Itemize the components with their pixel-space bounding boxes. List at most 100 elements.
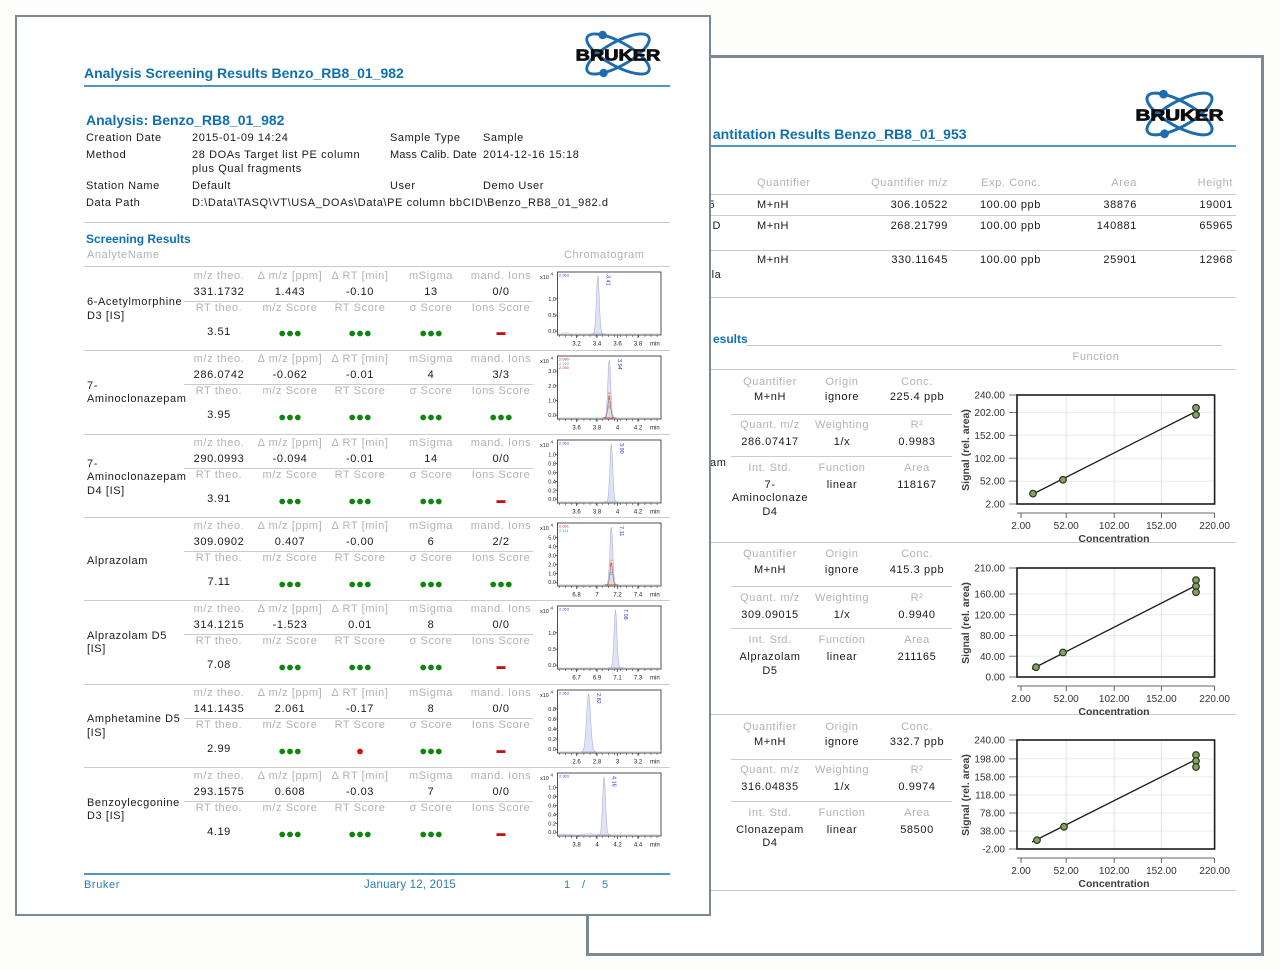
svg-text:118.00: 118.00 [975, 791, 1005, 802]
svg-text:BRUKER: BRUKER [1136, 108, 1225, 125]
svg-text:3.8: 3.8 [593, 509, 602, 515]
svg-text:2.00: 2.00 [1011, 694, 1031, 705]
svg-text:2.222: 2.222 [559, 361, 570, 366]
svg-text:0.8: 0.8 [548, 795, 556, 801]
svg-text:0.4: 0.4 [548, 727, 556, 733]
svg-text:-2.00: -2.00 [982, 845, 1005, 856]
svg-text:x10: x10 [540, 693, 549, 699]
svg-text:7.11: 7.11 [609, 568, 614, 576]
svg-text:x10: x10 [540, 359, 549, 365]
svg-text:3.94: 3.94 [607, 392, 612, 401]
svg-text:1.0: 1.0 [548, 631, 556, 637]
svg-text:2.0: 2.0 [548, 562, 556, 568]
svg-text:2.00: 2.00 [1011, 521, 1031, 532]
svg-text:4.2: 4.2 [634, 509, 643, 515]
svg-text:0.2: 0.2 [548, 488, 556, 494]
svg-text:x10: x10 [540, 526, 549, 532]
svg-text:4: 4 [551, 522, 554, 527]
svg-text:3.0: 3.0 [548, 369, 556, 375]
svg-text:4.0: 4.0 [548, 544, 556, 550]
svg-text:2.080: 2.080 [559, 357, 570, 362]
svg-text:4: 4 [551, 606, 554, 611]
svg-text:3.94: 3.94 [607, 401, 612, 410]
svg-text:210.00: 210.00 [974, 563, 1005, 574]
svg-text:2.091: 2.091 [559, 523, 570, 528]
svg-text:3.6: 3.6 [572, 426, 581, 432]
svg-text:BRUKER: BRUKER [576, 47, 661, 64]
svg-text:2.363: 2.363 [559, 774, 570, 779]
svg-text:6.8: 6.8 [572, 592, 581, 598]
svg-text:0.5: 0.5 [548, 647, 556, 653]
svg-text:0.4: 0.4 [548, 479, 556, 485]
svg-text:3.2: 3.2 [634, 759, 643, 765]
svg-text:3.8: 3.8 [593, 426, 602, 432]
svg-text:0.6: 0.6 [548, 716, 556, 722]
svg-text:3: 3 [616, 759, 620, 765]
svg-text:4: 4 [551, 439, 554, 444]
svg-text:4.2: 4.2 [634, 426, 643, 432]
svg-text:120.00: 120.00 [974, 610, 1005, 621]
svg-text:0.00: 0.00 [986, 672, 1006, 683]
svg-text:102.00: 102.00 [1099, 694, 1130, 705]
svg-text:7: 7 [595, 592, 599, 598]
svg-text:Signal (rel. area): Signal (rel. area) [960, 754, 972, 836]
svg-text:0.2: 0.2 [548, 737, 556, 743]
svg-text:2.00: 2.00 [1011, 866, 1031, 877]
svg-text:1.0: 1.0 [548, 786, 556, 792]
svg-text:152.00: 152.00 [1146, 866, 1177, 877]
svg-text:3.90: 3.90 [618, 443, 624, 454]
svg-text:6.9: 6.9 [593, 676, 602, 682]
svg-text:3.2: 3.2 [572, 342, 581, 348]
svg-text:2.250: 2.250 [559, 365, 570, 370]
svg-text:2.6: 2.6 [572, 759, 581, 765]
svg-text:152.00: 152.00 [1146, 694, 1177, 705]
svg-text:4: 4 [551, 272, 554, 277]
svg-text:1.0: 1.0 [548, 399, 556, 405]
svg-text:min: min [650, 342, 660, 348]
svg-text:x10: x10 [540, 776, 549, 782]
svg-text:7.1: 7.1 [613, 676, 622, 682]
svg-text:7.2: 7.2 [613, 592, 622, 598]
svg-text:2.00: 2.00 [986, 500, 1006, 511]
svg-text:4: 4 [551, 773, 554, 778]
svg-text:0.2: 0.2 [548, 821, 556, 827]
svg-text:40.00: 40.00 [980, 652, 1005, 663]
svg-text:240.00: 240.00 [974, 391, 1005, 402]
svg-text:3.6: 3.6 [572, 509, 581, 515]
svg-text:0.5: 0.5 [548, 313, 556, 319]
svg-text:2.111: 2.111 [559, 527, 569, 532]
svg-text:Signal (rel. area): Signal (rel. area) [960, 409, 972, 491]
svg-text:7.11: 7.11 [609, 559, 614, 567]
svg-text:0.6: 0.6 [548, 470, 556, 476]
svg-text:3.6: 3.6 [613, 342, 622, 348]
svg-text:220.00: 220.00 [1199, 521, 1230, 532]
svg-text:1.0: 1.0 [548, 452, 556, 458]
svg-text:102.00: 102.00 [974, 454, 1005, 465]
svg-text:0.0: 0.0 [548, 747, 556, 753]
svg-text:3.8: 3.8 [572, 843, 581, 849]
svg-text:3.0: 3.0 [548, 553, 556, 559]
svg-text:0.8: 0.8 [548, 706, 556, 712]
svg-text:4: 4 [595, 843, 599, 849]
svg-text:1.0: 1.0 [548, 571, 556, 577]
svg-text:80.00: 80.00 [980, 631, 1005, 642]
svg-text:0.0: 0.0 [548, 663, 556, 669]
svg-text:0.0: 0.0 [548, 830, 556, 836]
svg-text:1.0: 1.0 [548, 297, 556, 303]
svg-text:0.0: 0.0 [548, 497, 556, 503]
svg-text:min: min [650, 676, 660, 682]
svg-text:Concentration: Concentration [1078, 533, 1149, 543]
svg-text:152.00: 152.00 [974, 431, 1005, 442]
svg-text:198.00: 198.00 [974, 755, 1005, 766]
svg-text:4: 4 [616, 426, 620, 432]
svg-text:4.2: 4.2 [613, 843, 622, 849]
svg-text:2.8: 2.8 [593, 759, 602, 765]
svg-text:2.363: 2.363 [559, 690, 570, 695]
svg-text:52.00: 52.00 [1054, 521, 1079, 532]
svg-text:4: 4 [616, 509, 620, 515]
svg-text:3.8: 3.8 [634, 342, 643, 348]
svg-text:2.0: 2.0 [548, 384, 556, 390]
svg-text:7.11: 7.11 [618, 526, 624, 536]
svg-text:0.0: 0.0 [548, 330, 556, 336]
svg-text:2.82: 2.82 [595, 693, 601, 704]
